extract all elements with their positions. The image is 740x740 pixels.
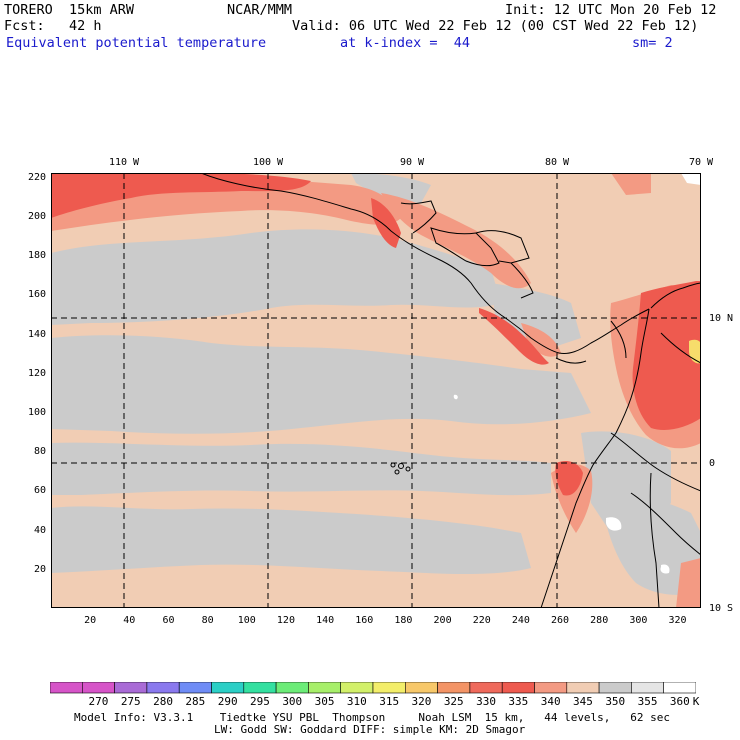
y-tick-label: 160 [27,289,46,301]
lat-lon-grid [51,173,701,608]
legend-swatch [340,682,374,694]
model-info-line1: Model Info: V3.3.1 Tiedtke YSU PBL Thomp… [74,711,671,724]
coastlines [51,173,701,608]
legend-label: 290 [217,695,238,708]
legend-label: 285 [185,695,206,708]
longitude-label: 100 W [252,157,284,168]
legend-label: 345 [573,695,593,708]
legend-swatch [534,682,568,694]
legend-label: 360 [669,695,690,708]
legend-label: 280 [153,695,173,708]
legend-label: 350 [605,695,626,708]
legend-label: 310 [346,695,367,708]
x-tick-label: 280 [590,615,609,626]
legend-swatch [178,682,212,694]
longitude-label: 80 W [544,157,570,168]
x-tick-label: 200 [433,615,452,626]
legend-swatch [501,682,535,694]
x-tick-label: 220 [472,615,491,626]
latitude-label: 10 N [709,313,734,324]
forecast-hour: Fcst: 42 h [4,18,102,34]
legend-label: 335 [508,695,529,708]
legend-swatch [81,682,115,694]
x-tick-label: 20 [84,615,97,626]
level-label: at k-index = 44 [340,35,471,51]
legend-swatch [243,682,277,694]
longitude-label: 70 W [688,157,714,168]
legend-label: 275 [120,695,141,708]
legend-swatch [211,682,245,694]
latitude-label: 10 S [709,603,734,614]
legend-label: 325 [443,695,464,708]
legend-swatch [663,682,696,694]
legend-swatch [469,682,503,694]
color-legend-bar [50,682,696,694]
legend-swatch [114,682,148,694]
legend-swatch [566,682,600,694]
y-tick-label: 140 [27,328,46,340]
y-tick-label: 80 [33,446,46,458]
legend-swatch [372,682,406,694]
x-tick-label: 120 [276,615,295,626]
legend-label: 300 [282,695,303,708]
y-tick-label: 180 [27,250,46,262]
legend-unit: K [692,695,700,708]
y-tick-label: 60 [33,485,46,497]
x-tick-label: 240 [511,615,530,626]
model-title: TORERO 15km ARW [4,2,135,18]
y-tick-label: 20 [33,563,46,575]
init-time: Init: 12 UTC Mon 20 Feb 12 [505,2,717,18]
x-tick-label: 320 [668,615,687,626]
map-frame [51,173,701,608]
gray-regions [51,173,701,595]
legend-swatch [308,682,341,694]
x-tick-label: 140 [316,615,335,626]
legend-swatch [598,682,632,694]
x-tick-label: 40 [123,615,136,626]
y-tick-label: 200 [27,211,46,223]
longitude-label: 110 W [108,157,140,168]
x-tick-label: 260 [551,615,570,626]
valid-time: Valid: 06 UTC Wed 22 Feb 12 (00 CST Wed … [292,18,699,34]
x-tick-label: 180 [394,615,413,626]
longitude-label: 90 W [399,157,425,168]
legend-swatch [275,682,309,694]
legend-label: 320 [411,695,432,708]
legend-label: 355 [637,695,658,708]
y-tick-label: 40 [33,524,46,536]
legend-swatch [146,682,180,694]
model-info-line2: LW: Godd SW: Goddard DIFF: simple KM: 2D… [214,723,526,736]
x-tick-label: 160 [355,615,374,626]
legend-swatch [404,682,438,694]
legend-label: 340 [540,695,561,708]
legend-swatch [50,682,83,694]
legend-label: 315 [379,695,400,708]
y-tick-label: 100 [27,407,46,419]
y-tick-label: 220 [27,171,46,183]
equivalent-potential-temperature-map [51,173,701,608]
legend-label: 330 [476,695,496,708]
field-name: Equivalent potential temperature [6,35,267,51]
legend-swatch [437,682,471,694]
x-tick-label: 300 [629,615,648,626]
x-tick-label: 80 [201,615,214,626]
legend-label: 270 [88,695,109,708]
org-label: NCAR/MMM [227,2,293,18]
legend-label: 305 [314,695,335,708]
white-spots [453,173,701,574]
legend-label: 295 [250,695,270,708]
y-tick-label: 120 [27,367,46,379]
x-tick-label: 60 [162,615,175,626]
smoothing-label: sm= 2 [632,35,673,51]
x-tick-label: 100 [237,615,256,626]
latitude-label: 0 [709,458,716,469]
legend-swatch [631,682,665,694]
